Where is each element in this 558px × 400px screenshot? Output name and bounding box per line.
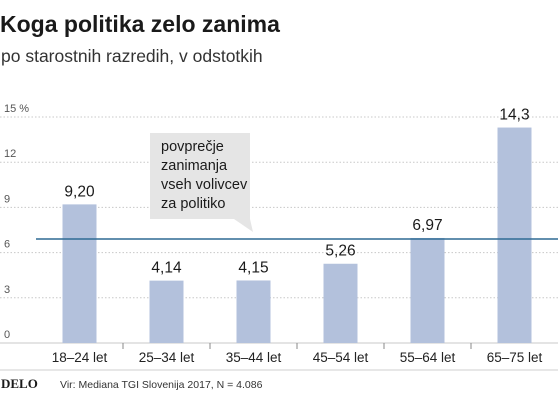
y-tick-label: 0 <box>4 329 10 341</box>
bar <box>497 127 532 344</box>
average-callout-text: vseh volivcev <box>161 177 248 193</box>
y-tick-label: 15 % <box>4 103 29 115</box>
chart-subtitle: po starostnih razredih, v odstotkih <box>1 46 263 66</box>
data-label: 5,26 <box>325 243 355 260</box>
brand-logo: DELO <box>1 376 38 391</box>
average-callout-text: zanimanja <box>161 158 228 174</box>
x-tick-label: 45–54 let <box>313 350 369 365</box>
bar <box>410 237 445 343</box>
bars <box>62 127 532 344</box>
x-tick-label: 25–34 let <box>139 350 195 365</box>
average-callout <box>150 133 253 232</box>
bar <box>323 263 358 343</box>
data-label: 6,97 <box>412 217 442 234</box>
bar <box>236 280 271 343</box>
data-label: 14,3 <box>499 107 529 124</box>
average-callout-text: za politiko <box>161 196 225 212</box>
chart-title: Koga politika zelo zanima <box>0 11 280 37</box>
data-label: 4,15 <box>238 259 268 276</box>
bar <box>62 204 97 343</box>
y-tick-label: 6 <box>4 239 10 251</box>
x-tick-label: 35–44 let <box>226 350 282 365</box>
average-callout-text: povprečje <box>161 139 224 155</box>
y-tick-label: 12 <box>4 148 16 160</box>
reference-layer: povprečje zanimanja vseh volivcev za politi… <box>36 133 558 240</box>
x-tick-label: 18–24 let <box>52 350 108 365</box>
labels: 0 3 6 9 12 15 % 9,20 18–24 let 4,14 25–34 let 4,15… <box>4 103 543 365</box>
x-tick-label: 55–64 let <box>400 350 456 365</box>
source-note: Vir: Mediana TGI Slovenija 2017, N = 4.0… <box>60 379 263 391</box>
y-tick-label: 9 <box>4 193 10 205</box>
x-tick-label: 65–75 let <box>487 350 543 365</box>
y-tick-label: 3 <box>4 284 10 296</box>
bar <box>149 280 184 343</box>
data-label: 4,14 <box>151 260 182 277</box>
data-label: 9,20 <box>64 183 95 200</box>
